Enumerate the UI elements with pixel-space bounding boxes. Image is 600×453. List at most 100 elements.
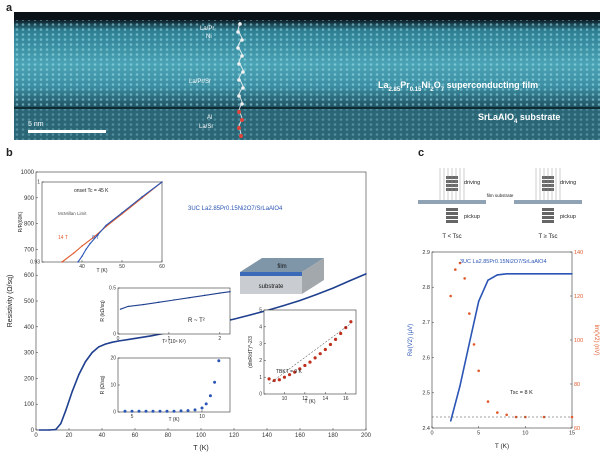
c-schem-left-driving: driving xyxy=(464,180,480,186)
substrate-block-label: substrate xyxy=(259,284,284,290)
b-inset-lowt-point-11 xyxy=(200,406,204,410)
c-schem-right-pickup-coil-0 xyxy=(542,208,554,211)
c-mi-re-point-3 xyxy=(477,300,480,302)
b-main-xlabel: T (K) xyxy=(193,445,208,452)
panel-c-letter: c xyxy=(418,147,425,159)
panel-c-chart: driving pickup driving pickup film substrate… xyxy=(408,168,599,450)
b-inset-lowt-xtick-label-1: 10 xyxy=(199,414,205,420)
b-inset-tc-ytick-label-0: 0.93 xyxy=(30,260,40,266)
c-mi-ytick-right-label-2: 100 xyxy=(574,338,583,344)
b-inset-tc-mcmillan: McMillan Limit xyxy=(58,211,87,216)
b-inset-t2-ytick-label-1: 0.5 xyxy=(109,286,116,292)
scale-bar-label: 5 nm xyxy=(28,121,44,128)
c-mi-im-point-9 xyxy=(505,413,508,417)
b-inset-lowt-point-15 xyxy=(217,359,221,363)
b-inset-lowt-point-1 xyxy=(130,409,134,413)
b-inset-lowt-point-10 xyxy=(193,408,197,412)
c-schem-left-pickup: pickup xyxy=(464,214,480,220)
b-main-point-11 xyxy=(111,341,113,343)
b-inset-tc-s1-point-0 xyxy=(77,261,79,263)
c-schem-right-pickup: pickup xyxy=(560,214,576,220)
b-inset-lowt-point-7 xyxy=(172,409,176,413)
b-inset-tc-ytick-label-1: 1 xyxy=(37,180,40,186)
b-main-ytick-label-5: 500 xyxy=(24,299,35,305)
c-mi-re-point-7 xyxy=(524,273,527,275)
c-mi-re-point-0 xyxy=(449,420,452,422)
atom-label-la-pr: La/Pr xyxy=(200,26,215,32)
b-main-ytick-label-9: 900 xyxy=(24,196,35,202)
c-mi-im-point-4 xyxy=(468,312,471,315)
b-main-xtick-label-3: 60 xyxy=(132,433,139,439)
b-main-point-20 xyxy=(249,314,252,316)
c-mi-im-point-6 xyxy=(477,369,480,373)
b-inset-t2-ytick-label-0: 0 xyxy=(113,332,116,338)
atom-label-la-pr-sr: La/Pr/Sr xyxy=(189,79,212,85)
b-main-ytick-label-3: 300 xyxy=(24,351,35,357)
panel-b-letter: b xyxy=(6,147,13,159)
b-inset-bkt-fit xyxy=(268,323,352,385)
b-main-xtick-label-8: 160 xyxy=(295,433,306,439)
b-inset-bkt-point-11 xyxy=(323,347,327,352)
b-main-point-4 xyxy=(65,409,67,412)
b-inset-bkt-point-4 xyxy=(287,373,292,377)
b-inset-bkt-point-14 xyxy=(339,331,343,336)
substrate-block-side xyxy=(302,258,324,294)
b-main-series-line xyxy=(39,273,367,431)
b-main-point-14 xyxy=(150,335,153,337)
b-main-point-12 xyxy=(117,340,120,342)
atom-label-la-sr: La/Sr xyxy=(199,124,214,130)
b-inset-bkt-point-16 xyxy=(349,320,353,324)
b-inset-bkt-point-6 xyxy=(298,367,302,371)
c-mi-ytick-label-4: 2.8 xyxy=(422,285,430,291)
b-inset-t2-point-0 xyxy=(119,308,122,310)
b-inset-tc-s1-point-7 xyxy=(141,196,143,198)
c-schem-left-film-substrate xyxy=(418,200,486,204)
c-mi-re-point-2 xyxy=(468,342,471,345)
b-main-point-3 xyxy=(60,422,62,425)
c-mi-ylabel-right: Im(V2) (nV) xyxy=(593,324,599,355)
b-inset-tc-axes-frame xyxy=(41,181,163,263)
b-inset-bkt-point-9 xyxy=(313,356,317,360)
c-mi-sample-label: 3UC La2.85Pr0.15Ni2O7/SrLaAlO4 xyxy=(460,259,547,265)
b-inset-t2-point-8 xyxy=(229,290,231,293)
b-main-point-2 xyxy=(55,428,57,431)
b-inset-lowt-point-2 xyxy=(137,409,141,413)
c-mi-im-point-8 xyxy=(496,411,499,414)
b-inset-bkt-ytick-label-0: 0 xyxy=(259,392,262,398)
b-inset-lowt-xtick-label-0: 5 xyxy=(131,414,134,420)
c-mi-xtick-label-2: 10 xyxy=(522,431,528,437)
c-mi-xtick-label-0: 0 xyxy=(430,431,433,437)
c-mi-ytick-label-1: 2.5 xyxy=(422,391,430,397)
b-inset-bkt-point-5 xyxy=(293,370,297,374)
b-inset-lowt-point-5 xyxy=(158,409,162,413)
b-inset-bkt-ytick-label-2: 2 xyxy=(259,358,262,364)
b-inset-bkt-point-8 xyxy=(308,360,312,364)
b-inset-tc-s0-point-3 xyxy=(93,236,95,238)
b-main-point-6 xyxy=(78,373,80,376)
panel-b-chart: 0 20 40 60 80 100 120 140 160 180 2000100200300400… xyxy=(7,170,372,452)
b-inset-lowt-point-12 xyxy=(204,402,208,406)
b-inset-bkt-point-13 xyxy=(333,337,338,341)
b-inset-bkt-tbkt: TBKT = 9 K xyxy=(276,369,303,375)
c-mi-ylabel-left: Re(V2) (μV) xyxy=(408,324,414,356)
b-main-point-9 xyxy=(98,346,100,348)
c-mi-ytick-right-label-3: 120 xyxy=(574,294,583,300)
panel-a-stem-image xyxy=(14,12,600,140)
b-inset-lowt-point-3 xyxy=(144,409,148,413)
b-inset-t2-point-7 xyxy=(219,292,221,294)
b-inset-lowt-point-8 xyxy=(179,409,183,413)
b-inset-tc-s0-point-2 xyxy=(81,245,83,247)
b-inset-lowt-point-9 xyxy=(186,409,190,413)
b-main-ytick-label-8: 800 xyxy=(24,222,35,228)
b-main-point-7 xyxy=(84,360,87,363)
b-inset-t2-point-4 xyxy=(173,299,175,301)
b-inset-bkt-axes-frame xyxy=(263,309,357,395)
c-mi-re-point-5 xyxy=(496,274,499,276)
b-main-ytick-label-10: 1000 xyxy=(21,170,35,176)
b-inset-bkt-ytick-label-4: 4 xyxy=(259,324,262,330)
b-main-xtick-label-0: 0 xyxy=(34,433,38,439)
b-inset-bkt-point-3 xyxy=(282,375,287,379)
b-inset-t2-point-6 xyxy=(203,294,206,297)
b-main-ytick-label-4: 400 xyxy=(24,325,35,331)
film-block-label: film xyxy=(277,264,286,270)
